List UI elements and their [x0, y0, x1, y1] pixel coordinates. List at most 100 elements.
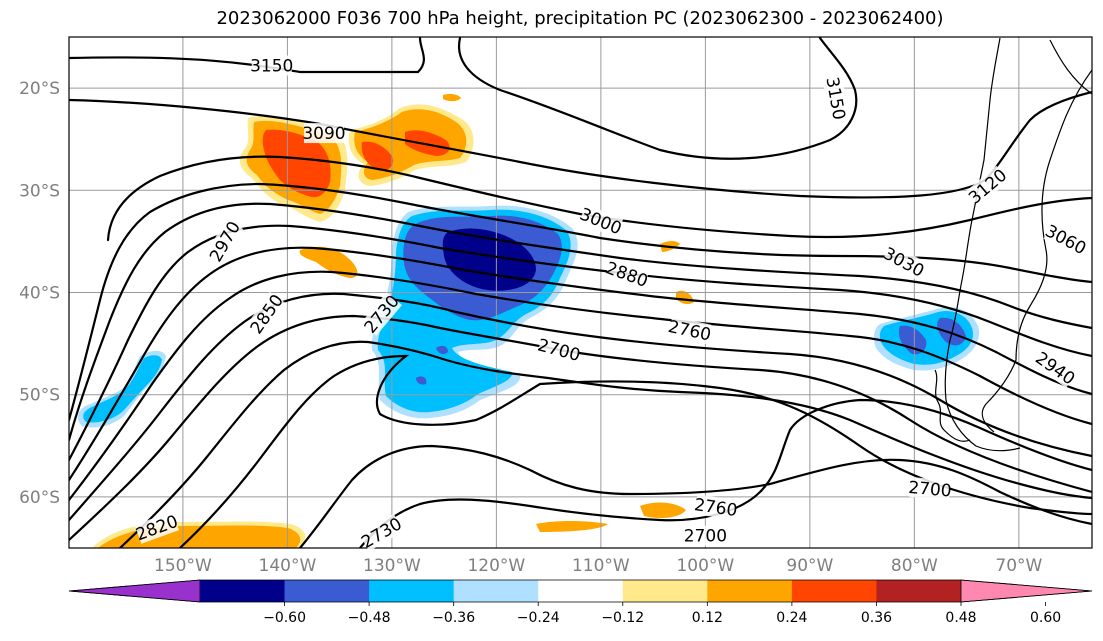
colorbar-segment	[369, 580, 455, 602]
contour-label-bg	[694, 494, 738, 520]
precip-orange-small1	[443, 94, 461, 102]
contour-label-bg	[604, 257, 650, 291]
contour-label-bg	[965, 165, 1010, 207]
contour-line	[69, 224, 1092, 462]
contour-label-bg	[822, 76, 850, 120]
coastline-north	[1049, 39, 1092, 95]
precip-red-center	[361, 141, 394, 171]
axis-labels: 20°S 30°S 40°S 50°S 60°S 150°W 140°W 130°W 120°W…	[19, 79, 1042, 576]
colorbar-tick-label: −0.12	[601, 610, 644, 626]
contour-label: 2700	[908, 477, 953, 502]
coast-islands	[934, 369, 971, 442]
lon-tick-label: 150°W	[154, 556, 212, 576]
contour-line	[69, 37, 426, 74]
lat-tick-label: 50°S	[19, 386, 60, 406]
colorbar-tick-label: −0.48	[348, 610, 391, 626]
contour-line	[69, 90, 1092, 199]
contour-label-bg	[1043, 221, 1089, 258]
colorbar-tick-label: −0.24	[517, 610, 560, 626]
contour-label-bg	[685, 525, 726, 546]
lon-tick-label: 80°W	[891, 556, 938, 576]
lat-tick-label: 60°S	[19, 488, 60, 508]
contour-label-bg	[134, 511, 179, 544]
contour-line	[69, 246, 1092, 482]
lon-tick-label: 140°W	[259, 556, 317, 576]
colorbar-tick-label: −0.60	[263, 610, 306, 626]
lon-tick-label: 130°W	[363, 556, 421, 576]
colorbar-segment	[707, 580, 793, 602]
contour-label-text: 3090	[302, 124, 345, 144]
precip-orange-bottom3	[640, 502, 686, 518]
lon-tick-label: 110°W	[572, 556, 630, 576]
contour-label-bg	[1033, 348, 1078, 388]
colorbar-segment	[791, 580, 877, 602]
lat-tick-label: 30°S	[19, 181, 60, 201]
colorbar-tick-label: 0.60	[1030, 610, 1061, 626]
precip-blue-west-inner	[83, 355, 162, 423]
contour-label: 3150	[250, 55, 293, 77]
contour-label-bg	[246, 291, 287, 337]
contour-line	[69, 292, 1092, 522]
coastline	[934, 37, 1092, 452]
contour-line	[69, 202, 1092, 442]
lat-tick-label: 40°S	[19, 284, 60, 304]
height-contours	[69, 37, 1092, 548]
precip-orange-midwest	[299, 246, 358, 278]
contour-line	[457, 37, 858, 160]
coastline-west	[944, 37, 1021, 452]
contour-label: 2760	[693, 494, 738, 521]
lon-tick-label: 70°W	[995, 556, 1042, 576]
colorbar-segment	[284, 580, 370, 602]
lon-tick-label: 90°W	[786, 556, 833, 576]
colorbar-extend-low	[68, 579, 201, 603]
colorbar-segment	[200, 580, 286, 602]
colorbar-segment	[453, 580, 539, 602]
contour-label-bg	[360, 292, 402, 336]
contour-label-text: 3150	[250, 57, 293, 77]
contour-label-bg	[881, 243, 927, 281]
contour-line	[298, 444, 1092, 548]
contour-label: 2700	[684, 525, 727, 547]
contour-label-bg	[303, 123, 344, 144]
contour-line	[69, 182, 1092, 422]
precip-blue-dark	[442, 228, 536, 291]
precip-blue-spot1	[436, 345, 448, 355]
map-title: 2023062000 F036 700 hPa height, precipit…	[216, 8, 944, 29]
colorbar-tick-label: −0.36	[432, 610, 475, 626]
contour-line	[69, 270, 1092, 502]
contour-label-bg	[578, 204, 624, 238]
contour-line	[69, 314, 1092, 542]
precip-blue-spot2	[416, 376, 427, 385]
colorbar-outline	[68, 579, 1093, 603]
contour-label-text: 2700	[908, 478, 953, 502]
precip-blue-east-mid2	[937, 317, 966, 346]
colorbar-tick-label: 0.12	[692, 610, 723, 626]
precip-red-west	[262, 129, 331, 198]
colorbar-tick-label: 0.36	[861, 610, 892, 626]
contour-line	[118, 340, 1092, 548]
coastline-east	[981, 69, 1092, 433]
contour-label-bg	[668, 316, 712, 345]
contour-label-bg	[909, 477, 951, 501]
colorbar-segment	[538, 580, 624, 602]
colorbar-tick-label: 0.48	[945, 610, 976, 626]
precip-blue-east-mid	[898, 325, 927, 355]
lon-tick-label: 120°W	[467, 556, 525, 576]
contour-label-bg	[251, 55, 292, 76]
colorbar-segment	[876, 580, 962, 602]
lat-tick-label: 20°S	[19, 79, 60, 99]
plot-frame	[68, 36, 1093, 549]
colorbar-segment	[622, 580, 708, 602]
contour-label-bg	[359, 514, 404, 552]
precip-red-center2	[405, 130, 450, 156]
contour-line	[106, 155, 1092, 242]
contour-label: 3090	[302, 123, 346, 144]
contour-label-bg	[206, 219, 244, 264]
colorbar-extend-high	[960, 579, 1093, 603]
contour-label-text: 2700	[684, 527, 727, 547]
contour-line	[178, 354, 1092, 548]
precip-layer	[77, 94, 980, 548]
colorbar: −0.60 −0.48 −0.36 −0.24 −0.12 0.12 0.24 0.36 0.4…	[68, 579, 1093, 626]
lon-tick-label: 100°W	[676, 556, 734, 576]
